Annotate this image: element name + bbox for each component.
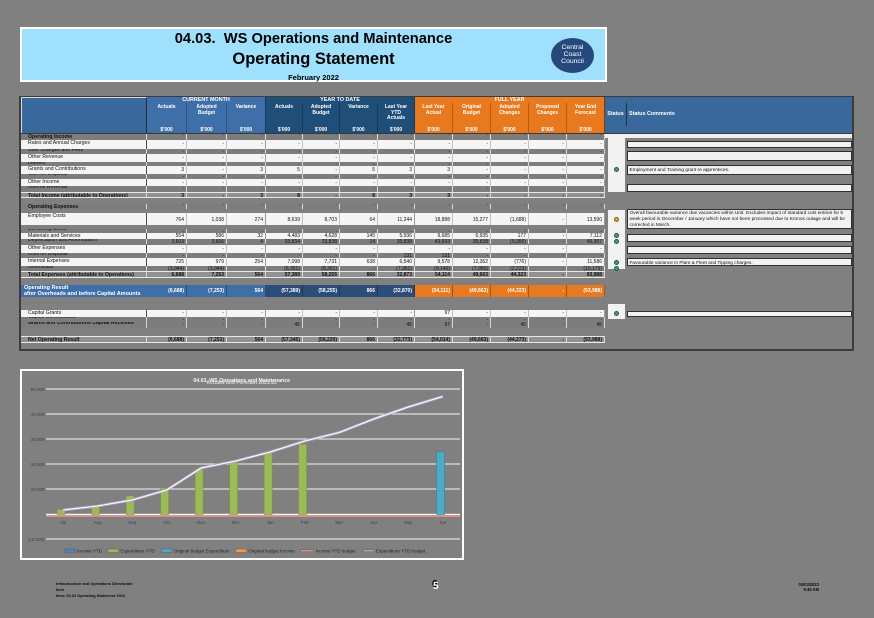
svg-text:(10,000): (10,000) [28, 537, 45, 542]
svg-text:Oct: Oct [163, 520, 171, 525]
svg-text:10,000: 10,000 [31, 487, 45, 492]
svg-text:Jul: Jul [60, 520, 66, 525]
svg-text:May: May [404, 520, 413, 525]
svg-text:50,000: 50,000 [31, 387, 45, 392]
svg-text:Expenditure YTD budget: Expenditure YTD budget [376, 549, 426, 554]
svg-text:Original budget Expenditure: Original budget Expenditure [174, 549, 230, 554]
svg-text:Expenditure YTD: Expenditure YTD [121, 549, 156, 554]
svg-text:04.03. WS Operations and Maint: 04.03. WS Operations and Maintenance [193, 378, 290, 384]
svg-text:Income YTD budget: Income YTD budget [316, 549, 357, 554]
svg-text:30,000: 30,000 [31, 437, 45, 442]
svg-text:Income YTD: Income YTD [77, 549, 103, 554]
svg-text:40,000: 40,000 [31, 412, 45, 417]
svg-text:Apr: Apr [370, 520, 378, 525]
svg-text:Actuals and Forecast 2021-22: Actuals and Forecast 2021-22 [207, 380, 278, 386]
svg-text:Aug: Aug [94, 520, 103, 525]
svg-text:Original budget Income: Original budget Income [248, 549, 295, 554]
svg-text:20,000: 20,000 [31, 462, 45, 467]
svg-text:Feb: Feb [301, 520, 309, 525]
svg-text:Dec: Dec [232, 520, 241, 525]
svg-text:Mar: Mar [335, 520, 343, 525]
svg-text:Nov: Nov [197, 520, 206, 525]
svg-text:Sep: Sep [128, 520, 137, 525]
svg-text:Jan: Jan [267, 520, 275, 525]
svg-text:-: - [43, 512, 45, 517]
svg-text:Jun: Jun [439, 520, 447, 525]
